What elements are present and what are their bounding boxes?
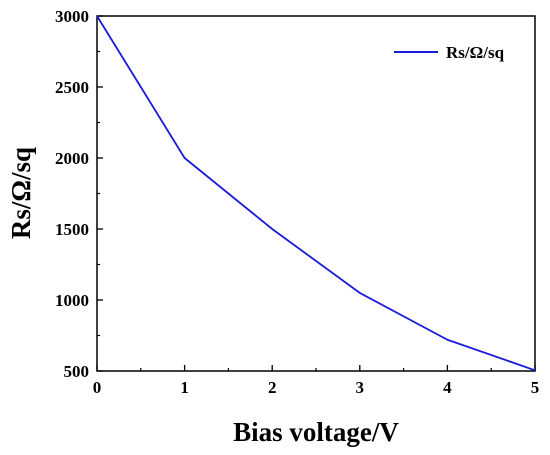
y-tick-label: 1000 (55, 291, 89, 310)
x-tick-label: 4 (443, 378, 452, 397)
x-tick-label: 3 (356, 378, 365, 397)
y-tick-label: 500 (64, 362, 90, 381)
x-tick-label: 0 (93, 378, 102, 397)
y-tick-label: 1500 (55, 220, 89, 239)
y-tick-label: 3000 (55, 7, 89, 26)
x-tick-label: 2 (268, 378, 277, 397)
x-axis-title: Bias voltage/V (233, 417, 399, 447)
y-tick-label: 2000 (55, 149, 89, 168)
series-line (96, 15, 536, 372)
axis-ticks (96, 15, 536, 372)
legend: Rs/Ω/sq (394, 43, 505, 62)
tick-labels: 0 1 2 3 4 5 500 1000 1500 2000 2500 3000 (55, 7, 539, 397)
series-layer (96, 15, 536, 372)
legend-label: Rs/Ω/sq (446, 43, 505, 62)
y-axis-title: Rs/Ω/sq (6, 147, 36, 239)
plot-frame (96, 15, 536, 372)
y-tick-label: 2500 (55, 78, 89, 97)
x-tick-label: 1 (180, 378, 189, 397)
x-tick-label: 5 (531, 378, 540, 397)
